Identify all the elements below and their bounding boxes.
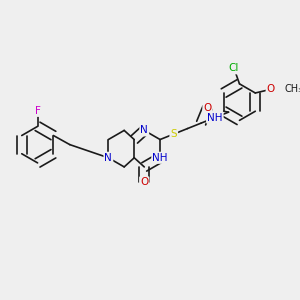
Text: CH₃: CH₃ — [285, 84, 300, 94]
Text: NH: NH — [152, 153, 168, 163]
Text: F: F — [34, 106, 40, 116]
Text: N: N — [104, 153, 112, 163]
Text: S: S — [170, 129, 177, 139]
Text: O: O — [267, 84, 275, 94]
Text: O: O — [140, 177, 148, 188]
Text: NH: NH — [207, 112, 223, 123]
Text: N: N — [140, 125, 148, 135]
Text: O: O — [203, 103, 212, 112]
Text: Cl: Cl — [229, 63, 239, 73]
